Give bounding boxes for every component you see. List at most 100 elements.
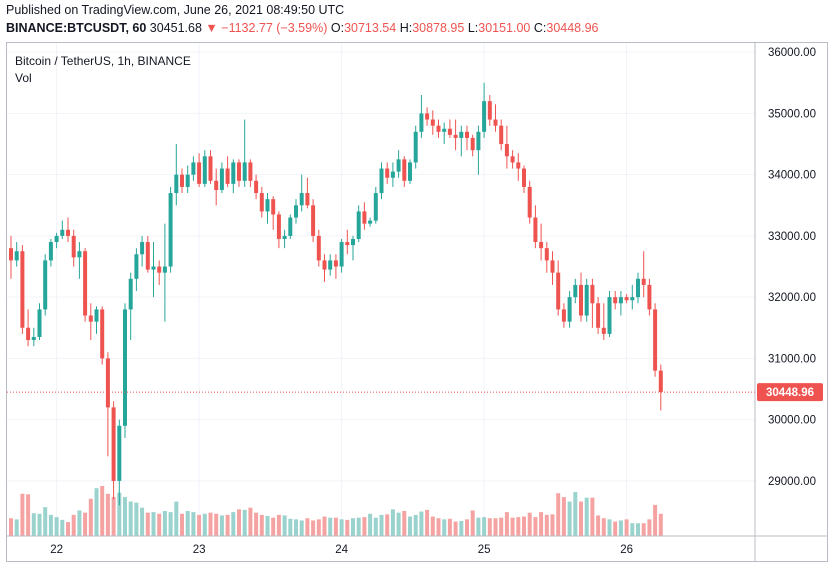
candle-body <box>351 238 355 246</box>
candle-body <box>641 278 646 285</box>
legend-vol: Vol <box>15 71 32 85</box>
volume-bar <box>54 517 59 536</box>
published-note: Published on TradingView.com, June 26, 2… <box>6 3 345 17</box>
candle-body <box>584 284 589 316</box>
last-price-label: 30448.96 <box>766 387 814 399</box>
candle <box>499 119 504 151</box>
candle-body <box>561 309 566 322</box>
candle <box>493 104 498 132</box>
candle-body <box>624 297 629 301</box>
candle <box>430 110 435 135</box>
volume-bar <box>345 519 350 536</box>
candle-body <box>197 162 202 184</box>
candle-body <box>271 199 276 215</box>
candle <box>447 119 452 138</box>
candle <box>504 125 509 169</box>
candle-body <box>254 180 259 194</box>
volume-bar <box>14 519 19 536</box>
candle <box>276 211 281 249</box>
candle <box>311 199 316 243</box>
volume-bar <box>248 507 253 536</box>
candle-body <box>180 174 184 187</box>
volume-bar <box>322 516 327 536</box>
candle <box>60 220 65 239</box>
volume-bar <box>613 521 618 536</box>
volume-bar <box>499 517 504 536</box>
candle-body <box>276 214 281 239</box>
candle <box>294 199 298 224</box>
close-value: 30448.96 <box>546 21 599 35</box>
volume-bar <box>419 511 424 536</box>
time-tick-label: 26 <box>620 544 633 556</box>
candle-body <box>54 235 59 243</box>
volume-bar <box>66 522 70 536</box>
candle <box>145 235 150 273</box>
candle <box>180 168 184 194</box>
candle-body <box>379 168 384 194</box>
candle-body <box>613 297 618 304</box>
candle-body <box>333 260 338 267</box>
candle-body <box>66 229 70 236</box>
candle <box>624 294 629 304</box>
candle-body <box>219 168 224 190</box>
candle <box>573 278 578 304</box>
candle <box>71 229 76 267</box>
volume-bar <box>219 515 224 536</box>
candle-body <box>345 242 350 246</box>
candle-body <box>573 284 578 298</box>
candle <box>345 229 350 255</box>
candle-body <box>288 217 293 236</box>
volume-bar <box>151 512 156 536</box>
candle-body <box>294 205 298 218</box>
candle <box>26 309 31 347</box>
volume-bar <box>185 511 190 536</box>
candle <box>191 156 196 181</box>
volume-bar <box>100 486 105 536</box>
candle-body <box>259 193 264 212</box>
volume-bar <box>316 519 321 536</box>
candle <box>419 95 424 138</box>
candle <box>208 150 213 184</box>
candle-body <box>140 242 145 255</box>
candle <box>425 107 430 126</box>
volume-bar <box>145 512 150 536</box>
candle <box>453 119 458 151</box>
candle-body <box>242 162 247 181</box>
volume-bar <box>362 517 367 536</box>
candle-body <box>282 235 287 239</box>
candle-body <box>499 125 504 145</box>
candle <box>396 150 401 178</box>
candle-body <box>430 119 435 126</box>
volume-bar <box>487 518 492 536</box>
candle-body <box>356 211 361 239</box>
volume-bar <box>134 502 139 536</box>
candle <box>356 205 361 243</box>
price-tick-label: 30000.00 <box>768 415 816 427</box>
candle-body <box>653 309 658 371</box>
time-tick-label: 25 <box>478 544 491 556</box>
volume-bar <box>60 519 65 536</box>
volume-bar <box>653 504 658 536</box>
candle-body <box>413 131 418 163</box>
last-price: 30451.68 <box>149 21 202 35</box>
candle <box>242 119 247 187</box>
volume-bar <box>294 519 298 536</box>
volume-bar <box>37 513 42 536</box>
volume-bar <box>408 516 412 536</box>
volume-bar <box>105 493 110 536</box>
candle-body <box>174 174 179 194</box>
volume-bar <box>459 521 464 536</box>
candle <box>470 134 475 157</box>
volume-bar <box>339 519 344 536</box>
volume-bar <box>527 512 532 536</box>
candle <box>522 165 526 194</box>
volume-bar <box>356 517 361 536</box>
volume-bar <box>351 518 355 536</box>
candle-body <box>487 101 492 120</box>
volume-bar <box>20 493 25 536</box>
candle <box>265 193 270 224</box>
price-tick-label: 33000.00 <box>768 231 816 243</box>
volume-bar <box>225 514 230 536</box>
candle-body <box>191 162 196 175</box>
